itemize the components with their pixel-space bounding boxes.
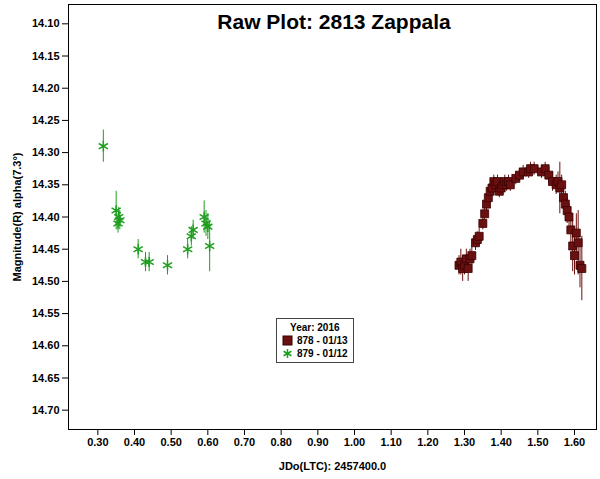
svg-text:14.15: 14.15 bbox=[32, 50, 60, 62]
svg-text:0.50: 0.50 bbox=[160, 436, 181, 448]
svg-text:0.30: 0.30 bbox=[87, 436, 108, 448]
svg-text:1.00: 1.00 bbox=[344, 436, 365, 448]
svg-text:0.90: 0.90 bbox=[307, 436, 328, 448]
svg-text:14.40: 14.40 bbox=[32, 211, 60, 223]
svg-text:1.20: 1.20 bbox=[417, 436, 438, 448]
svg-text:1.10: 1.10 bbox=[380, 436, 401, 448]
svg-text:14.70: 14.70 bbox=[32, 404, 60, 416]
svg-text:14.35: 14.35 bbox=[32, 178, 60, 190]
svg-text:1.30: 1.30 bbox=[454, 436, 475, 448]
svg-text:14.65: 14.65 bbox=[32, 372, 60, 384]
svg-text:1.40: 1.40 bbox=[490, 436, 511, 448]
html-text:Year: 2016: Year: 2016 bbox=[290, 322, 340, 333]
svg-text:14.55: 14.55 bbox=[32, 307, 60, 319]
svg-text:14.10: 14.10 bbox=[32, 17, 60, 29]
html-text:Raw Plot: 2813 Zappala: Raw Plot: 2813 Zappala bbox=[217, 10, 451, 33]
html-text:879 - 01/12: 879 - 01/12 bbox=[297, 348, 348, 359]
svg-text:0.40: 0.40 bbox=[124, 436, 145, 448]
svg-text:1.60: 1.60 bbox=[564, 436, 585, 448]
svg-text:Magnitude(R) alpha(7.3°): Magnitude(R) alpha(7.3°) bbox=[11, 152, 23, 281]
svg-text:1.50: 1.50 bbox=[527, 436, 548, 448]
svg-text:14.60: 14.60 bbox=[32, 339, 60, 351]
svg-text:0.70: 0.70 bbox=[234, 436, 255, 448]
svg-text:14.45: 14.45 bbox=[32, 243, 60, 255]
svg-text:14.20: 14.20 bbox=[32, 82, 60, 94]
svg-text:14.25: 14.25 bbox=[32, 114, 60, 126]
svg-text:JDo(LTC): 2457400.0: JDo(LTC): 2457400.0 bbox=[279, 460, 386, 472]
svg-text:0.60: 0.60 bbox=[197, 436, 218, 448]
html-text:878 - 01/13: 878 - 01/13 bbox=[297, 335, 348, 346]
svg-text:0.80: 0.80 bbox=[270, 436, 291, 448]
svg-text:14.50: 14.50 bbox=[32, 275, 60, 287]
svg-text:14.30: 14.30 bbox=[32, 146, 60, 158]
